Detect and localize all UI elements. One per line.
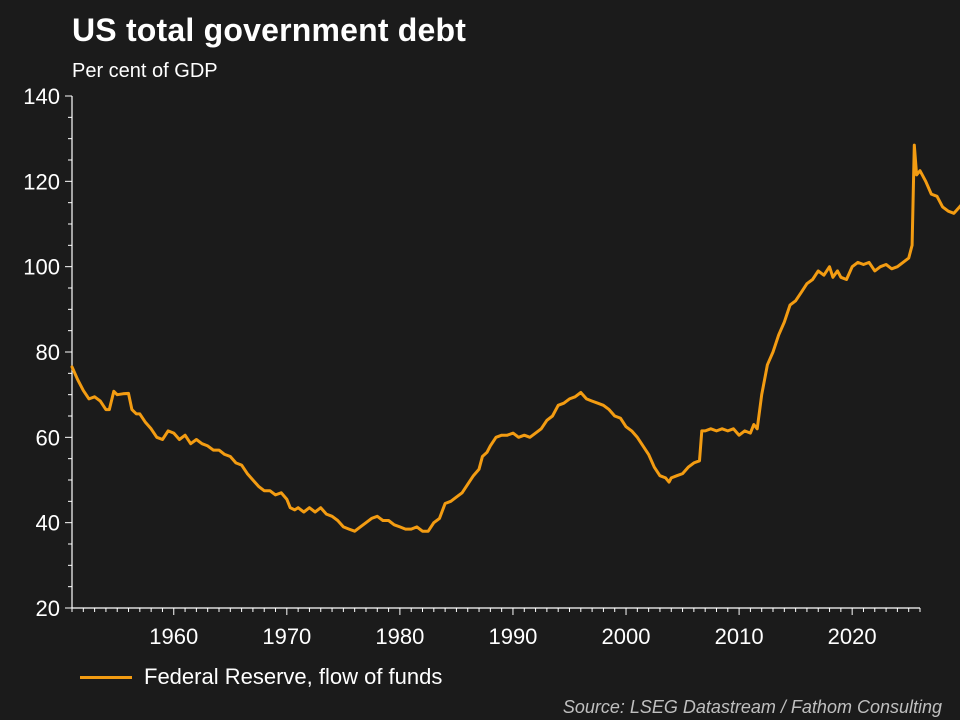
series-line <box>70 143 960 533</box>
x-tick-label: 1980 <box>375 624 424 649</box>
y-tick-label: 80 <box>36 340 60 365</box>
x-tick-label: 2020 <box>828 624 877 649</box>
x-tick-label: 2000 <box>602 624 651 649</box>
axes: 20 40 60 80 100 120 140 1960 1970 1980 1990 2000 201… <box>23 84 921 649</box>
legend: Federal Reserve, flow of funds <box>80 664 442 690</box>
x-tick-label: 2010 <box>715 624 764 649</box>
y-tick-label: 100 <box>23 255 60 280</box>
legend-label: Federal Reserve, flow of funds <box>144 664 443 689</box>
x-tick-label: 1960 <box>149 624 198 649</box>
chart-title: US total government debt <box>72 12 467 48</box>
x-tick-label: 1970 <box>262 624 311 649</box>
y-tick-label: 140 <box>23 84 60 109</box>
y-tick-label: 40 <box>36 511 60 536</box>
y-tick-label: 20 <box>36 596 60 621</box>
series-group <box>70 143 960 533</box>
source-note: Source: LSEG Datastream / Fathom Consult… <box>562 697 942 717</box>
y-tick-label: 120 <box>23 169 60 194</box>
legend-swatch <box>80 675 132 679</box>
chart-subtitle: Per cent of GDP <box>72 60 218 82</box>
y-tick-label: 60 <box>36 425 60 450</box>
x-tick-label: 1990 <box>488 624 537 649</box>
